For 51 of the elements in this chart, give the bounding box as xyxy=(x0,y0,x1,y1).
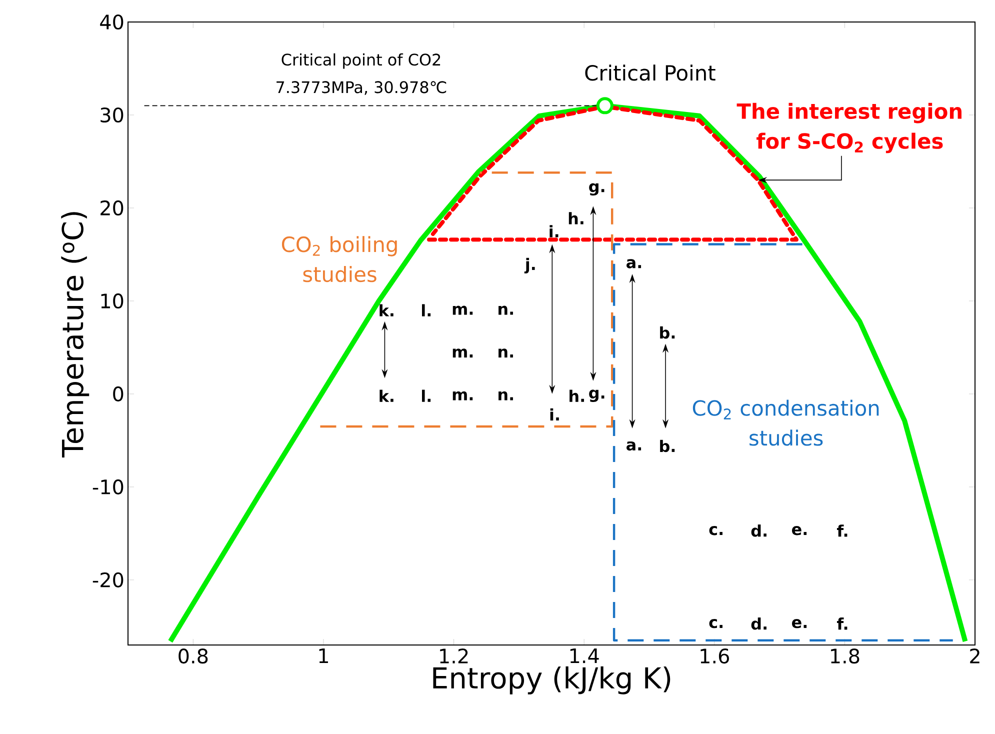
annotation: i. xyxy=(550,225,558,238)
y-tick-label: -10 xyxy=(92,479,124,494)
annotation: c. xyxy=(709,619,722,628)
annotation: b. xyxy=(660,440,675,452)
annotation: f. xyxy=(836,618,848,630)
x-axis-title: Entropy (kJ/kg K) xyxy=(433,666,670,694)
annotation: i. xyxy=(550,408,559,420)
annotation: h. xyxy=(570,390,584,402)
annotation: 7.3773MPa, 30.978℃ xyxy=(276,81,446,95)
x-tick-label: 1.8 xyxy=(831,648,860,664)
annotation: d. xyxy=(751,524,766,537)
annotation: f. xyxy=(836,524,848,537)
annotation: b. xyxy=(660,326,675,339)
annotation: d. xyxy=(751,617,766,630)
annotation: n. xyxy=(498,348,513,358)
annotation: k. xyxy=(380,390,394,402)
x-tick-label: 0.8 xyxy=(178,648,208,664)
x-tick-label: 1.2 xyxy=(440,648,468,664)
annotation: g. xyxy=(589,390,604,402)
annotation: m. xyxy=(452,391,473,400)
x-tick-label: 1.6 xyxy=(700,648,729,664)
annotation: j. xyxy=(524,258,535,274)
annotation: n. xyxy=(498,306,513,315)
annotation: m. xyxy=(452,348,473,358)
annotation: a. xyxy=(626,259,642,268)
text: CO$_{2}$ boiling studies xyxy=(282,236,397,282)
annotation: n. xyxy=(498,391,513,400)
annotation: l. xyxy=(422,390,431,402)
y-tick-label: 10 xyxy=(101,293,124,308)
annotation: e. xyxy=(792,619,807,628)
y-tick-label: 0 xyxy=(113,386,124,402)
y-tick-label: 40 xyxy=(100,14,124,30)
annotation: c. xyxy=(709,526,722,536)
y-tick-label: 30 xyxy=(100,107,124,123)
y-tick-label: -20 xyxy=(92,572,124,588)
series-label: The interest region for S-CO$_{2}$ cycles xyxy=(736,102,962,154)
annotation: e. xyxy=(792,526,807,536)
annotation: h. xyxy=(568,212,584,224)
y-axis-title: Temperature ($^{o}$C) xyxy=(61,212,90,458)
x-tick-label: 1.4 xyxy=(570,648,599,664)
annotation: g. xyxy=(589,183,604,196)
annotation: a. xyxy=(626,441,642,451)
x-tick-label: 2 xyxy=(970,648,980,664)
y-tick-label: 20 xyxy=(100,200,124,216)
annotation: Critical point of CO2 xyxy=(282,53,440,69)
annotation: k. xyxy=(380,304,394,316)
x-tick-label: 1 xyxy=(319,648,328,664)
annotation: m. xyxy=(452,306,473,315)
text: CO$_{2}$ condensation studies xyxy=(692,400,879,446)
annotation: l. xyxy=(422,304,431,316)
annotation: Critical Point xyxy=(585,64,716,81)
